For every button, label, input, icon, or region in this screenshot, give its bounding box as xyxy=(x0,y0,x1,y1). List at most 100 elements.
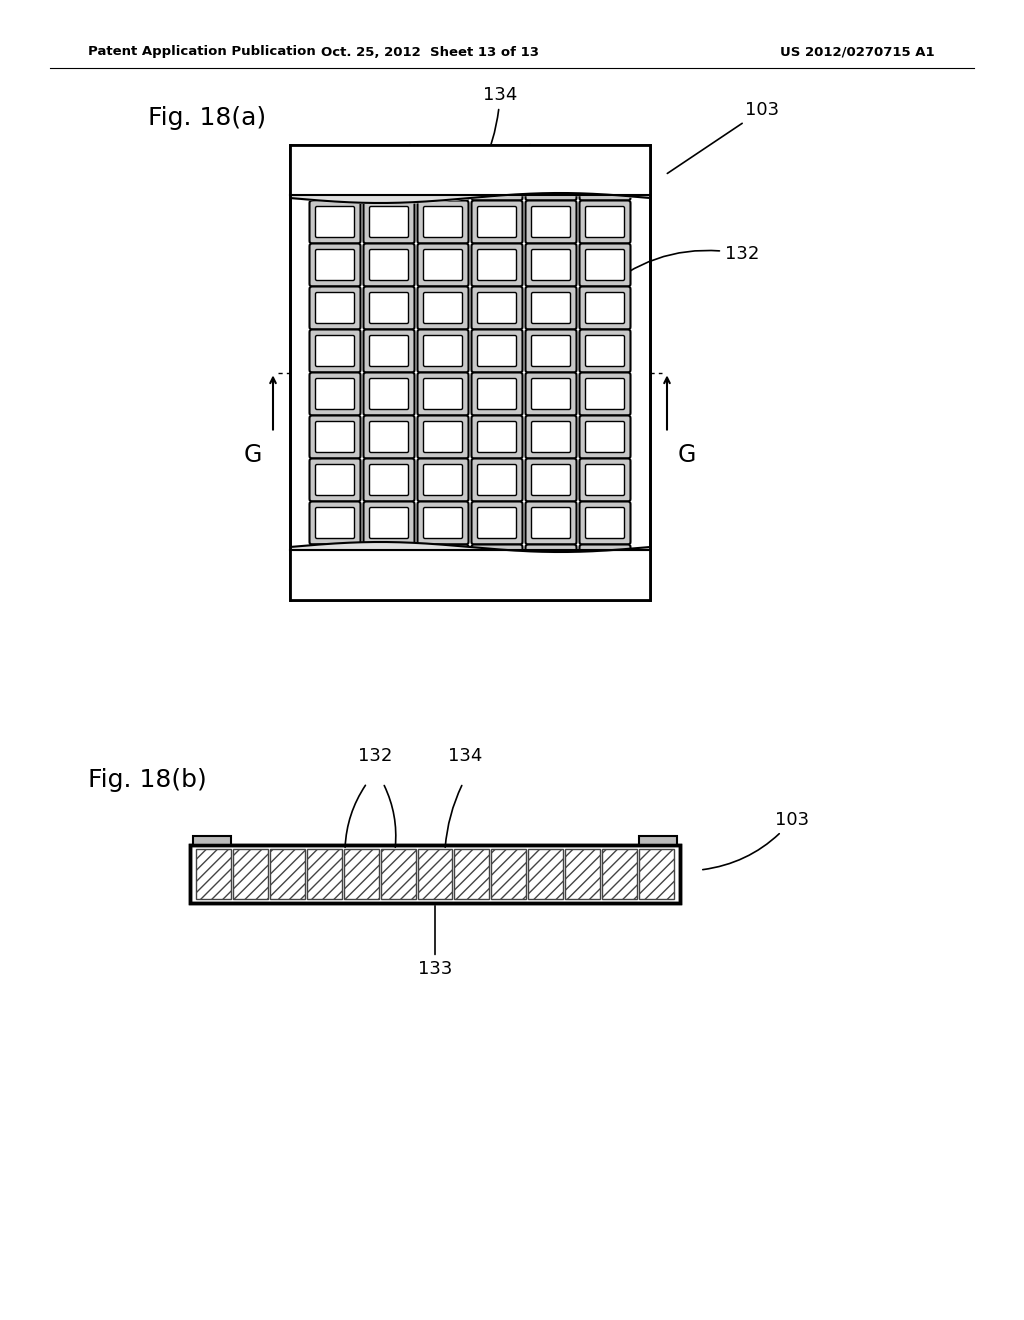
FancyBboxPatch shape xyxy=(580,157,631,201)
FancyBboxPatch shape xyxy=(364,330,415,372)
FancyBboxPatch shape xyxy=(364,502,415,544)
Bar xyxy=(639,849,674,899)
FancyBboxPatch shape xyxy=(477,379,516,409)
FancyBboxPatch shape xyxy=(424,465,463,495)
FancyBboxPatch shape xyxy=(370,206,409,238)
FancyBboxPatch shape xyxy=(309,458,360,502)
FancyBboxPatch shape xyxy=(477,465,516,495)
FancyBboxPatch shape xyxy=(364,157,415,201)
FancyBboxPatch shape xyxy=(315,206,354,238)
FancyBboxPatch shape xyxy=(580,372,631,416)
Text: 134: 134 xyxy=(481,86,517,170)
FancyBboxPatch shape xyxy=(424,206,463,238)
FancyBboxPatch shape xyxy=(418,372,469,416)
FancyBboxPatch shape xyxy=(525,458,577,502)
FancyBboxPatch shape xyxy=(309,243,360,286)
FancyBboxPatch shape xyxy=(525,286,577,330)
FancyBboxPatch shape xyxy=(471,201,522,243)
FancyBboxPatch shape xyxy=(471,458,522,502)
FancyBboxPatch shape xyxy=(580,330,631,372)
Bar xyxy=(344,849,379,899)
Bar xyxy=(270,849,305,899)
FancyBboxPatch shape xyxy=(370,379,409,409)
FancyBboxPatch shape xyxy=(418,201,469,243)
FancyBboxPatch shape xyxy=(586,465,625,495)
Text: Patent Application Publication: Patent Application Publication xyxy=(88,45,315,58)
FancyBboxPatch shape xyxy=(418,157,469,201)
FancyBboxPatch shape xyxy=(531,465,570,495)
FancyBboxPatch shape xyxy=(580,286,631,330)
FancyBboxPatch shape xyxy=(477,206,516,238)
FancyBboxPatch shape xyxy=(424,507,463,539)
Bar xyxy=(565,849,600,899)
Text: 132: 132 xyxy=(357,747,392,766)
Bar xyxy=(290,145,650,601)
FancyBboxPatch shape xyxy=(418,286,469,330)
FancyBboxPatch shape xyxy=(586,293,625,323)
FancyBboxPatch shape xyxy=(309,372,360,416)
FancyBboxPatch shape xyxy=(315,293,354,323)
FancyBboxPatch shape xyxy=(531,249,570,281)
Bar xyxy=(602,849,637,899)
FancyBboxPatch shape xyxy=(364,416,415,458)
Bar xyxy=(418,849,453,899)
FancyBboxPatch shape xyxy=(364,372,415,416)
FancyBboxPatch shape xyxy=(580,201,631,243)
FancyBboxPatch shape xyxy=(424,421,463,453)
FancyBboxPatch shape xyxy=(471,416,522,458)
FancyBboxPatch shape xyxy=(477,164,516,194)
FancyBboxPatch shape xyxy=(531,335,570,367)
FancyBboxPatch shape xyxy=(370,335,409,367)
FancyBboxPatch shape xyxy=(580,502,631,544)
FancyBboxPatch shape xyxy=(418,243,469,286)
Bar xyxy=(307,849,342,899)
Text: G: G xyxy=(244,442,262,466)
FancyBboxPatch shape xyxy=(471,157,522,201)
FancyBboxPatch shape xyxy=(531,206,570,238)
FancyBboxPatch shape xyxy=(309,157,360,201)
Bar xyxy=(290,550,650,601)
FancyBboxPatch shape xyxy=(471,286,522,330)
FancyBboxPatch shape xyxy=(586,249,625,281)
Bar xyxy=(190,845,680,903)
FancyBboxPatch shape xyxy=(309,330,360,372)
FancyBboxPatch shape xyxy=(531,507,570,539)
FancyBboxPatch shape xyxy=(418,502,469,544)
FancyBboxPatch shape xyxy=(477,550,516,582)
Bar xyxy=(492,849,526,899)
FancyBboxPatch shape xyxy=(471,544,522,587)
FancyBboxPatch shape xyxy=(370,421,409,453)
FancyBboxPatch shape xyxy=(531,550,570,582)
FancyBboxPatch shape xyxy=(315,249,354,281)
FancyBboxPatch shape xyxy=(364,458,415,502)
FancyBboxPatch shape xyxy=(531,379,570,409)
FancyBboxPatch shape xyxy=(315,421,354,453)
FancyBboxPatch shape xyxy=(364,243,415,286)
FancyBboxPatch shape xyxy=(477,421,516,453)
Text: 132: 132 xyxy=(600,246,760,293)
FancyBboxPatch shape xyxy=(580,243,631,286)
FancyBboxPatch shape xyxy=(370,550,409,582)
Text: 134: 134 xyxy=(447,747,482,766)
FancyBboxPatch shape xyxy=(471,243,522,286)
FancyBboxPatch shape xyxy=(586,164,625,194)
FancyBboxPatch shape xyxy=(315,507,354,539)
FancyBboxPatch shape xyxy=(418,544,469,587)
FancyBboxPatch shape xyxy=(315,465,354,495)
Text: Oct. 25, 2012  Sheet 13 of 13: Oct. 25, 2012 Sheet 13 of 13 xyxy=(321,45,539,58)
FancyBboxPatch shape xyxy=(586,206,625,238)
FancyBboxPatch shape xyxy=(309,201,360,243)
FancyBboxPatch shape xyxy=(418,458,469,502)
FancyBboxPatch shape xyxy=(370,507,409,539)
FancyBboxPatch shape xyxy=(525,243,577,286)
FancyBboxPatch shape xyxy=(477,249,516,281)
FancyBboxPatch shape xyxy=(586,421,625,453)
Bar xyxy=(290,145,650,601)
FancyBboxPatch shape xyxy=(418,330,469,372)
FancyBboxPatch shape xyxy=(315,335,354,367)
FancyBboxPatch shape xyxy=(586,335,625,367)
Bar xyxy=(639,836,677,845)
FancyBboxPatch shape xyxy=(309,286,360,330)
Bar xyxy=(193,836,231,845)
Text: G: G xyxy=(678,442,696,466)
